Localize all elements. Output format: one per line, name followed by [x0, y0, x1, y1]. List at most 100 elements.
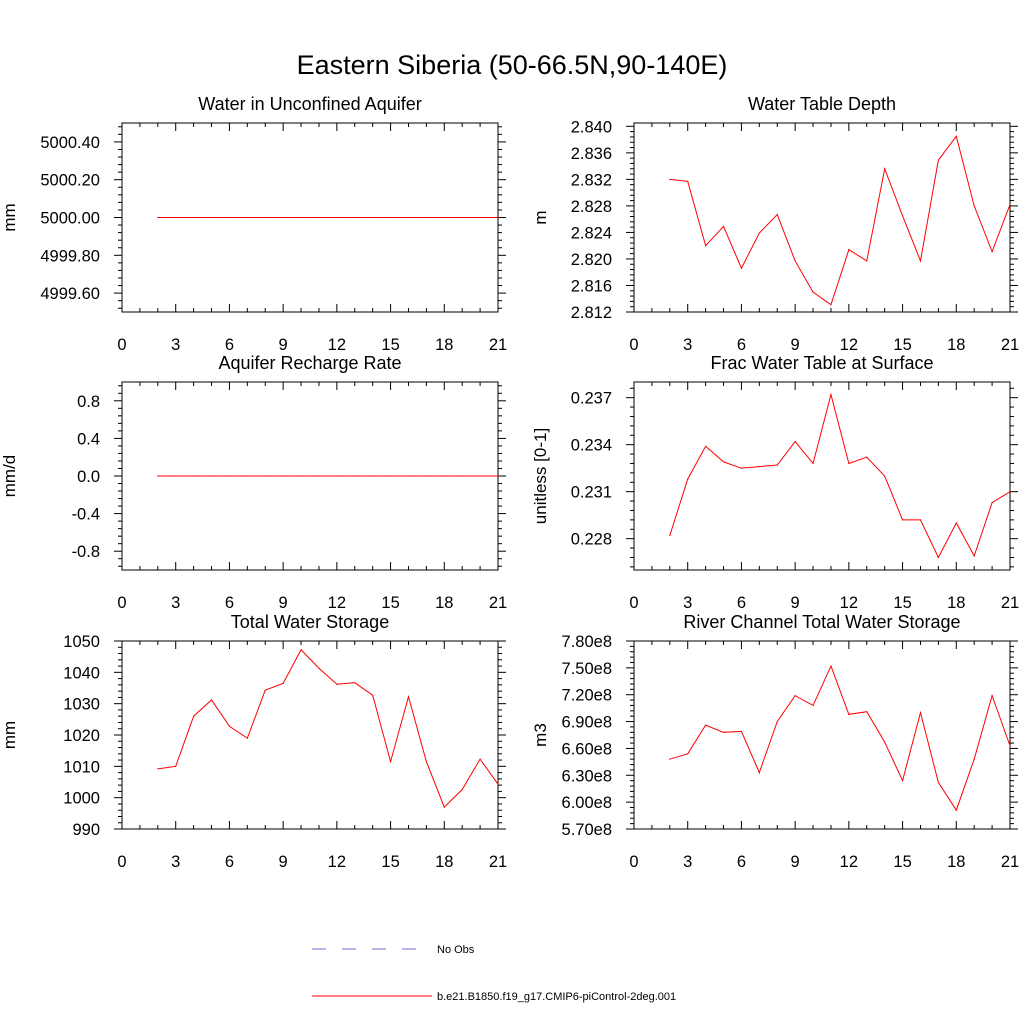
data-point: [705, 445, 707, 447]
data-point: [210, 216, 213, 219]
data-point: [407, 475, 410, 477]
panel-6: River Channel Total Water Storage m3 0 3 6 9 1…: [531, 612, 1019, 871]
plot-frame: [633, 381, 1011, 571]
y-tick-label: 1000: [63, 790, 100, 808]
data-point: [264, 216, 266, 219]
data-point: [884, 741, 886, 743]
data-point: [919, 260, 922, 262]
data-point: [336, 475, 338, 477]
data-point: [991, 251, 993, 253]
y-tick-label: 6.00e8: [562, 794, 612, 812]
data-point: [246, 216, 248, 219]
data-point: [740, 467, 743, 469]
y-tick-label: 5000.20: [40, 172, 100, 190]
x-tick-label: 21: [1001, 853, 1019, 871]
x-tick-label: 15: [381, 594, 399, 612]
data-point: [497, 475, 499, 477]
data-point: [973, 555, 975, 557]
data-point: [175, 475, 177, 477]
x-tick-label: 9: [791, 853, 800, 871]
x-tick-label: 6: [225, 336, 234, 354]
y-axis-label: mm: [0, 721, 19, 749]
data-point: [669, 178, 671, 180]
y-axis-label: m3: [531, 723, 550, 747]
x-tick-label: 0: [117, 853, 126, 871]
data-point: [937, 159, 939, 161]
data-point: [389, 761, 392, 763]
series-line: [157, 648, 499, 808]
data-point: [848, 713, 850, 716]
data-point: [901, 519, 904, 521]
data-point: [866, 456, 868, 458]
data-point: [479, 758, 481, 760]
y-tick-label: 1030: [63, 696, 100, 714]
x-tick-label: 3: [171, 853, 180, 871]
data-point: [300, 475, 302, 477]
x-tick-label: 15: [381, 853, 399, 871]
data-point: [991, 695, 993, 697]
x-tick-label: 9: [279, 853, 288, 871]
y-tick-label: -0.8: [72, 543, 100, 561]
y-tick-label: 0.0: [77, 468, 100, 486]
data-point: [354, 216, 356, 219]
data-point: [722, 731, 725, 733]
data-point: [318, 475, 320, 477]
data-point: [425, 475, 427, 477]
x-tick-label: 6: [225, 853, 234, 871]
y-tick-label: 2.840: [571, 118, 612, 136]
x-tick-label: 6: [737, 336, 746, 354]
panel-title: Aquifer Recharge Rate: [218, 353, 401, 373]
data-point: [669, 758, 671, 760]
data-point: [479, 216, 481, 219]
panel-title: Water in Unconfined Aquifer: [198, 94, 421, 114]
x-tick-label: 6: [225, 594, 234, 612]
y-tick-label: 7.80e8: [562, 633, 612, 651]
y-tick-label: 0.8: [77, 393, 100, 411]
panel-1: Water in Unconfined Aquifer mm 0 3 6 9 12 15 18 2…: [0, 94, 507, 354]
data-point: [497, 783, 499, 785]
data-point: [407, 696, 410, 698]
y-tick-label: 2.824: [571, 224, 612, 242]
data-point: [991, 502, 993, 504]
data-point: [282, 216, 284, 219]
x-tick-label: 0: [117, 594, 126, 612]
data-point: [848, 249, 850, 251]
data-point: [318, 667, 320, 669]
data-point: [794, 440, 796, 443]
x-tick-label: 3: [171, 336, 180, 354]
x-tick-label: 21: [1001, 336, 1019, 354]
data-point: [318, 216, 320, 219]
panel-title: Total Water Storage: [231, 612, 389, 632]
y-tick-label: 1040: [63, 664, 100, 682]
data-point: [443, 216, 445, 219]
legend-label-model: b.e21.B1850.f19_g17.CMIP6-piControl-2deg…: [437, 991, 676, 1003]
x-tick-label: 6: [737, 853, 746, 871]
data-point: [758, 466, 760, 468]
x-tick-label: 9: [279, 336, 288, 354]
y-axis-label: mm/d: [0, 455, 19, 498]
data-point: [830, 665, 832, 667]
data-point: [794, 260, 796, 262]
x-tick-label: 15: [893, 853, 911, 871]
y-tick-label: 5000.40: [40, 134, 100, 152]
y-tick-label: 2.812: [571, 304, 612, 322]
data-point: [246, 475, 248, 477]
data-point: [937, 556, 939, 559]
x-tick-label: 18: [435, 336, 453, 354]
x-tick-label: 12: [840, 853, 858, 871]
data-point: [157, 216, 159, 219]
data-point: [973, 758, 975, 760]
data-point: [866, 260, 868, 262]
x-tick-label: 18: [947, 853, 965, 871]
x-tick-label: 9: [791, 594, 800, 612]
data-point: [901, 215, 904, 217]
legend-label-no-obs: No Obs: [437, 944, 475, 956]
x-tick-label: 9: [791, 336, 800, 354]
y-tick-label: 6.30e8: [562, 767, 612, 785]
plot-frame: [633, 122, 1011, 313]
data-point: [884, 475, 886, 477]
panel-2: Water Table Depth m 0 3 6 9 12 15 18 21 2.812 2.816…: [531, 94, 1019, 354]
data-point: [830, 393, 832, 396]
data-point: [1009, 491, 1011, 493]
